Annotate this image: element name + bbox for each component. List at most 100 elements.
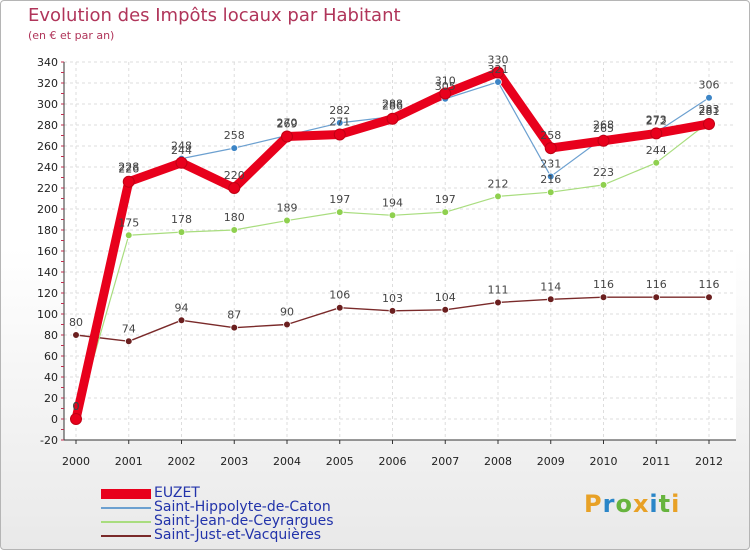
x-tick-label: 2009 — [537, 455, 565, 468]
data-label: 258 — [224, 129, 245, 142]
y-tick-label: 40 — [44, 371, 58, 384]
x-tick-label: 2008 — [484, 455, 512, 468]
y-tick-label: -20 — [40, 434, 58, 447]
series-point-3 — [441, 305, 450, 314]
series-point-3 — [124, 337, 133, 346]
data-label: 216 — [540, 173, 561, 186]
data-label: 281 — [699, 105, 720, 118]
data-label: 226 — [118, 163, 139, 176]
data-label: 306 — [699, 79, 720, 92]
series-point-euzet — [122, 175, 135, 188]
legend-label-saint-just: Saint-Just-et-Vacquières — [154, 527, 322, 543]
series-point-2 — [230, 226, 239, 234]
data-label: 248 — [171, 140, 192, 153]
y-tick-label: 80 — [44, 329, 58, 342]
logo-letter: i — [671, 490, 681, 518]
series-point-3 — [705, 293, 713, 302]
data-label: 212 — [488, 177, 509, 190]
series-point-3 — [72, 331, 80, 339]
data-label: 178 — [171, 213, 192, 226]
data-label: 244 — [171, 144, 192, 157]
data-label: 244 — [646, 144, 667, 157]
y-tick-label: 180 — [37, 224, 58, 237]
x-tick-label: 2011 — [642, 455, 670, 468]
data-label: 194 — [382, 196, 403, 209]
data-label: 220 — [224, 169, 245, 182]
legend-swatch-fill — [101, 521, 151, 523]
series-point-euzet — [703, 117, 715, 130]
data-label: 180 — [224, 211, 245, 224]
series-point-euzet — [228, 182, 241, 194]
data-label: 94 — [175, 301, 189, 314]
series-point-euzet — [439, 87, 452, 100]
legend-swatch-saint-jean — [101, 521, 151, 523]
y-tick-label: 120 — [37, 287, 58, 300]
y-tick-label: 300 — [37, 98, 58, 111]
data-label: 116 — [646, 278, 667, 291]
data-label: 265 — [593, 122, 614, 135]
data-label: 116 — [699, 278, 720, 291]
data-label: 74 — [122, 322, 136, 335]
legend-swatch-fill — [101, 535, 151, 537]
data-label: 258 — [540, 129, 561, 142]
data-label: 282 — [329, 104, 350, 117]
x-tick-label: 2010 — [590, 455, 618, 468]
data-label: 288 — [382, 98, 403, 111]
data-label: 114 — [540, 280, 561, 293]
data-label: 223 — [593, 166, 614, 179]
series-point-2 — [124, 231, 133, 240]
series-point-euzet — [175, 156, 188, 169]
series-point-euzet — [650, 127, 663, 140]
legend-label-saint-hippolyte: Saint-Hippolyte-de-Caton — [154, 499, 331, 515]
series-point-euzet — [597, 134, 610, 147]
data-label: 0 — [73, 400, 80, 413]
logo-letter: t — [658, 490, 672, 518]
data-label: 90 — [280, 306, 294, 319]
data-label: 103 — [382, 292, 403, 305]
y-tick-label: 280 — [37, 119, 58, 132]
y-tick-label: 200 — [37, 203, 58, 216]
proxiti-logo: Proxiti — [584, 490, 680, 518]
data-label: 283 — [699, 103, 720, 116]
data-label: 268 — [593, 119, 614, 132]
legend-swatch-fill — [101, 507, 151, 509]
series-point-1 — [705, 93, 713, 102]
data-label: 87 — [227, 309, 241, 322]
y-tick-label: 20 — [44, 392, 58, 405]
y-tick-label: 160 — [37, 245, 58, 258]
series-point-2 — [177, 228, 186, 236]
y-tick-label: 260 — [37, 140, 58, 153]
y-tick-label: 320 — [37, 77, 58, 90]
series-point-2 — [546, 188, 555, 197]
data-label: 0 — [73, 400, 80, 413]
series-point-1 — [494, 78, 502, 86]
series-point-3 — [335, 303, 344, 312]
data-label: 104 — [435, 291, 456, 304]
data-label: 269 — [277, 118, 298, 131]
x-tick-label: 2002 — [168, 455, 196, 468]
series-point-euzet — [70, 413, 82, 425]
x-tick-label: 2007 — [431, 455, 459, 468]
data-label: 80 — [69, 316, 83, 329]
series-point-3 — [494, 298, 502, 307]
data-label: 175 — [118, 216, 139, 229]
data-label: 321 — [488, 63, 509, 76]
series-point-2 — [494, 192, 502, 201]
series-point-euzet — [333, 128, 346, 141]
legend-swatch-euzet — [101, 489, 151, 499]
series-point-3 — [546, 295, 555, 304]
y-tick-label: 140 — [37, 266, 58, 279]
series-point-1 — [335, 119, 344, 127]
y-tick-label: 60 — [44, 350, 58, 363]
y-tick-label: 240 — [37, 161, 58, 174]
legend-swatch-saint-hippolyte — [101, 507, 151, 509]
data-label: 111 — [488, 283, 509, 296]
chart-subtitle: (en € et par an) — [28, 29, 115, 42]
data-label: 189 — [277, 202, 298, 215]
y-tick-label: 220 — [37, 182, 58, 195]
series-point-2 — [599, 181, 608, 189]
series-point-euzet — [492, 66, 504, 79]
logo-letter: o — [615, 490, 633, 518]
